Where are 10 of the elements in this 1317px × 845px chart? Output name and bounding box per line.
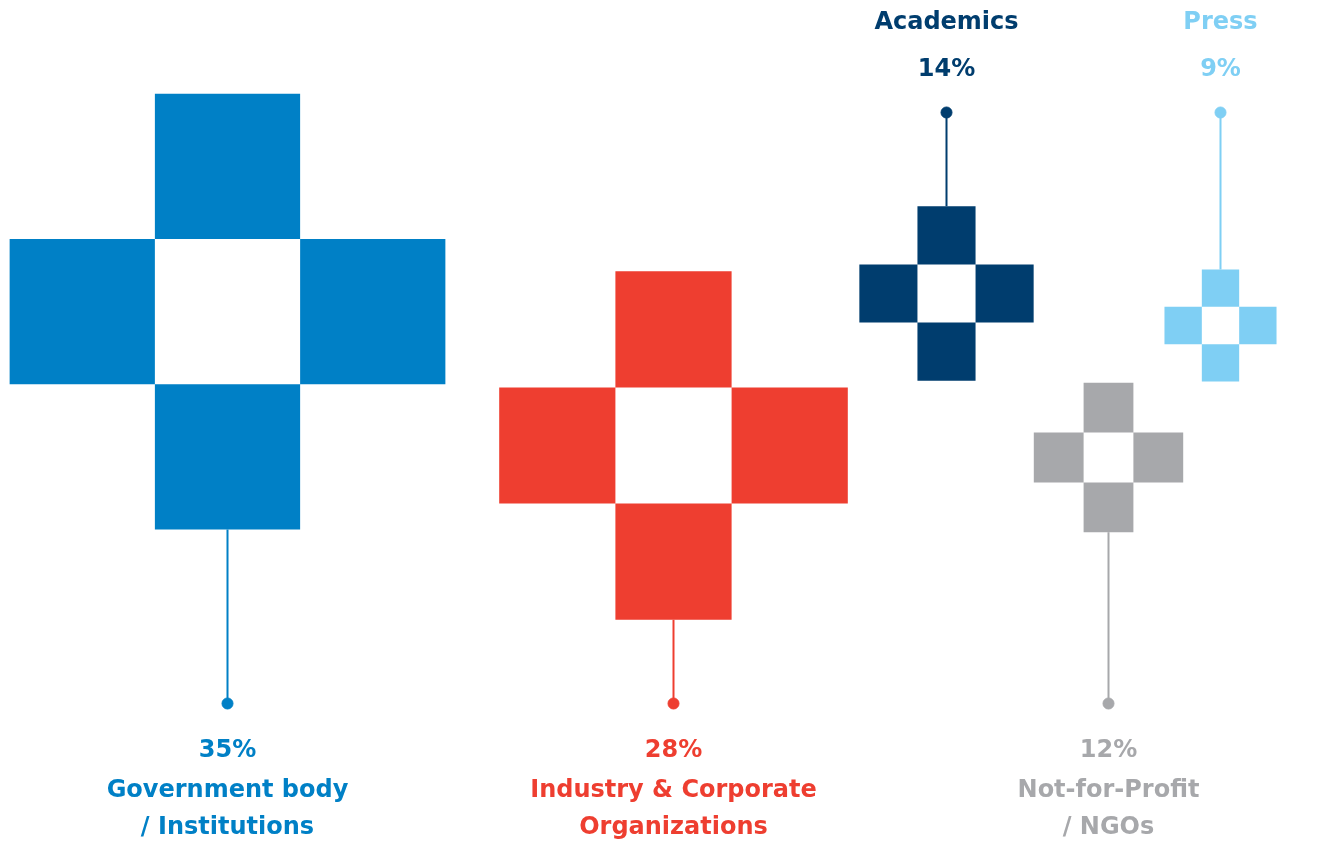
- category-label: Government body / Institutions: [106, 774, 349, 841]
- data-label: 28%: [644, 734, 703, 763]
- category-label: Not-for-Profit / NGOs: [1017, 774, 1200, 841]
- data-label: 14%: [917, 53, 976, 82]
- data-label: 35%: [198, 734, 257, 763]
- data-label: 12%: [1079, 734, 1138, 763]
- category-label: Press: [1183, 6, 1258, 35]
- category-label: Academics: [874, 6, 1019, 35]
- data-label: 9%: [1200, 53, 1241, 82]
- category-label: Industry & Corporate Organizations: [530, 774, 817, 841]
